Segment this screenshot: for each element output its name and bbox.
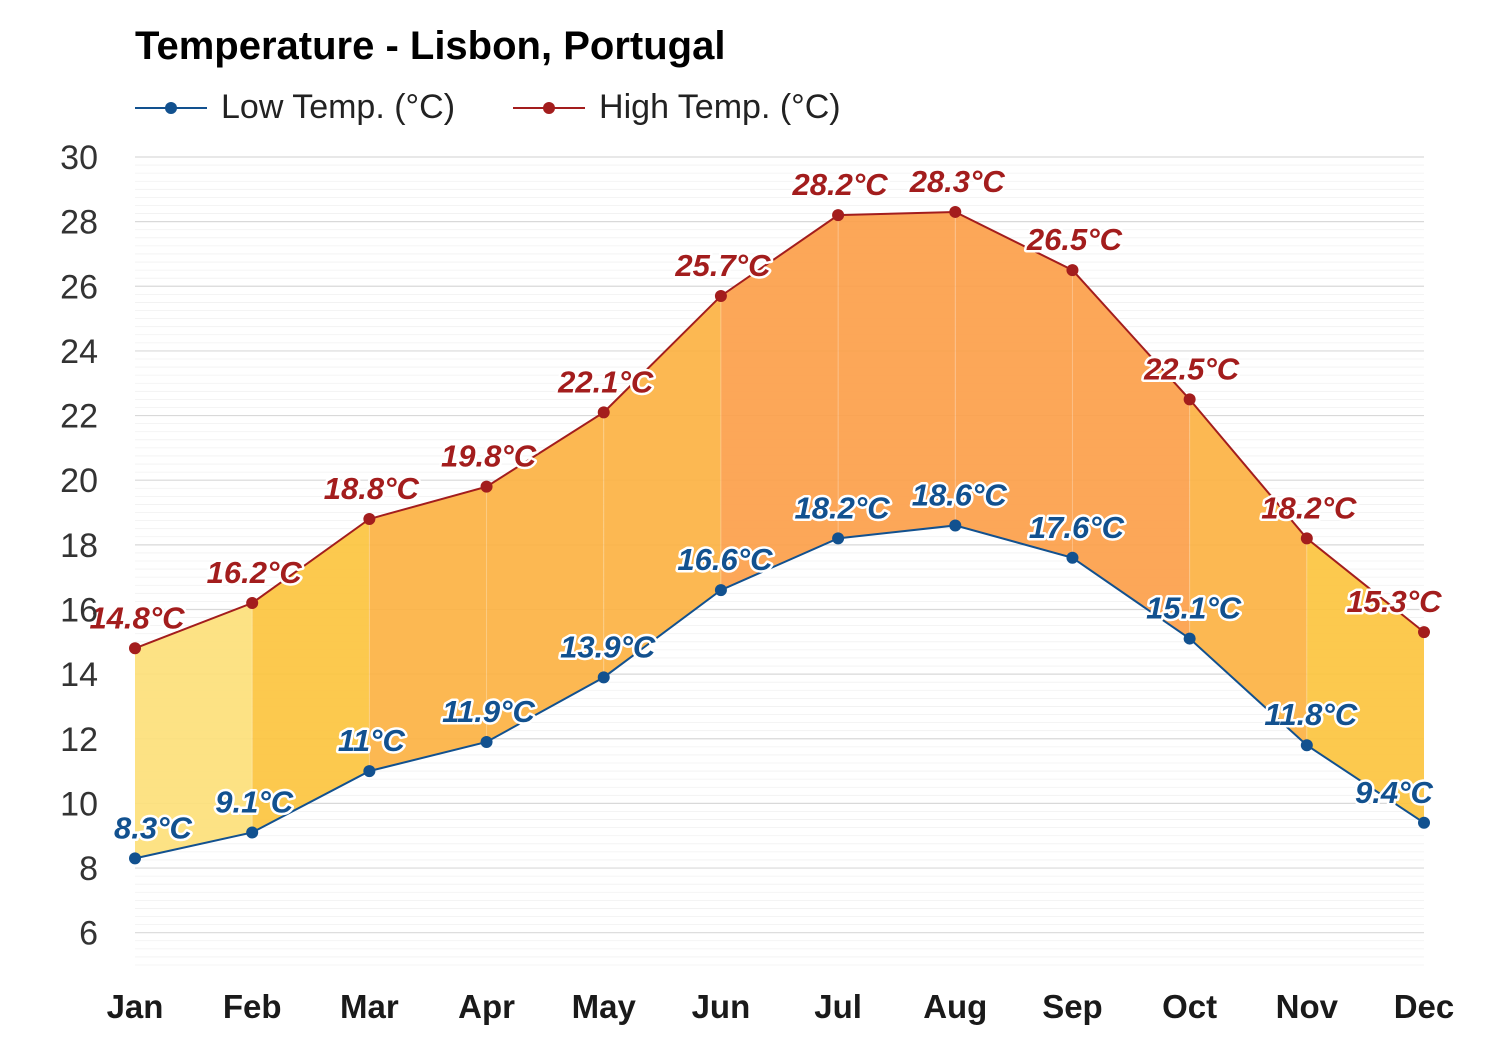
low-temp-data-label: 8.3°C [114, 810, 192, 845]
y-tick-label: 24 [60, 333, 98, 371]
low-temp-data-label: 11.8°C [1264, 697, 1357, 732]
low-temp-data-label: 11°C [338, 723, 406, 758]
legend-label-low: Low Temp. (°C) [221, 88, 456, 126]
y-tick-label: 10 [60, 785, 98, 823]
series-points [129, 205, 1430, 865]
low-temp-point[interactable] [480, 735, 493, 748]
y-tick-label: 12 [60, 721, 98, 759]
y-tick-label: 26 [60, 268, 98, 306]
low-temp-data-label: 9.1°C [215, 784, 293, 819]
high-temp-point[interactable] [1300, 532, 1313, 545]
range-fill-segment [955, 211, 1073, 558]
high-temp-data-label: 18.2°C [1261, 490, 1357, 525]
legend-item-low[interactable]: Low Temp. (°C) [135, 88, 455, 127]
high-temp-point[interactable] [832, 209, 845, 222]
high-temp-line [134, 210, 1425, 650]
low-temp-point[interactable] [1300, 739, 1313, 752]
low-temp-line [134, 524, 1425, 860]
low-temp-point[interactable] [1183, 632, 1196, 645]
range-fill-segment [1189, 399, 1307, 746]
range-fill-segment [720, 215, 839, 591]
low-temp-point[interactable] [597, 671, 610, 684]
high-temp-point[interactable] [597, 406, 610, 419]
y-tick-label: 14 [60, 656, 98, 694]
x-tick-label: Feb [223, 988, 282, 1025]
x-tick-label: May [572, 988, 637, 1025]
high-temp-point[interactable] [480, 480, 493, 493]
chart-title: Temperature - Lisbon, Portugal [135, 24, 726, 68]
low-temp-point[interactable] [832, 532, 845, 545]
high-temp-data-label: 16.2°C [207, 555, 303, 590]
high-temp-data-label: 22.1°C [557, 364, 654, 399]
high-temp-data-label: 28.3°C [909, 164, 1006, 199]
low-temp-data-label: 9.4°C [1355, 775, 1433, 810]
high-temp-point[interactable] [714, 289, 727, 302]
y-tick-label: 28 [60, 204, 98, 242]
y-tick-label: 22 [60, 398, 98, 436]
x-tick-label: Sep [1042, 988, 1103, 1025]
x-tick-label: Oct [1162, 988, 1217, 1025]
low-temp-point[interactable] [363, 765, 376, 778]
low-temp-data-label: 15.1°C [1146, 591, 1242, 626]
low-temp-data-label: 13.9°C [560, 629, 656, 664]
x-tick-label: Apr [458, 988, 515, 1025]
low-temp-point[interactable] [949, 519, 962, 532]
x-tick-label: Mar [340, 988, 399, 1025]
high-temp-data-label: 15.3°C [1346, 584, 1442, 619]
x-tick-label: Dec [1394, 988, 1455, 1025]
y-tick-label: 18 [60, 527, 98, 565]
low-temp-point[interactable] [714, 584, 727, 597]
range-fill-segment [838, 211, 956, 539]
legend-line-high-icon [513, 101, 586, 114]
low-temp-data-label: 16.6°C [677, 542, 773, 577]
y-tick-label: 20 [60, 462, 98, 500]
y-tick-label: 16 [60, 591, 98, 629]
high-temp-point[interactable] [129, 642, 141, 655]
low-temp-point[interactable] [129, 852, 141, 865]
high-temp-data-label: 22.5°C [1143, 351, 1240, 386]
low-temp-point[interactable] [1418, 816, 1430, 829]
high-temp-point[interactable] [246, 597, 259, 610]
y-tick-label: 6 [79, 915, 98, 953]
data-labels: 8.3°C 9.1°C 11°C 11.9°C 13.9°C 16.6°C 18.2°C 18… [87, 161, 1445, 847]
high-temp-point[interactable] [363, 512, 376, 525]
high-temp-point[interactable] [1418, 626, 1430, 639]
low-temp-data-label: 17.6°C [1029, 510, 1125, 545]
x-tick-label: Nov [1276, 988, 1339, 1025]
range-fill-segment [603, 295, 721, 678]
x-tick-label: Aug [923, 988, 987, 1025]
legend: Low Temp. (°C) High Temp. (°C) [135, 88, 899, 127]
x-tick-label: Jan [107, 988, 164, 1025]
high-temp-data-label: 19.8°C [441, 439, 537, 474]
series-lines [134, 210, 1425, 860]
range-fill-segment [252, 518, 370, 833]
high-temp-data-label: 28.2°C [792, 167, 889, 202]
high-temp-data-label: 25.7°C [674, 248, 771, 283]
x-tick-label: Jun [692, 988, 751, 1025]
high-temp-data-label: 26.5°C [1026, 222, 1123, 257]
range-fill [135, 211, 1424, 859]
range-fill-segment [135, 603, 253, 859]
x-tick-label: Jul [814, 988, 862, 1025]
low-temp-data-label: 18.6°C [912, 477, 1008, 512]
range-fill-segment [486, 412, 604, 742]
low-temp-point[interactable] [246, 826, 259, 839]
legend-line-low-icon [135, 101, 207, 114]
y-tick-label: 30 [60, 139, 98, 177]
low-temp-data-label: 18.2°C [795, 490, 891, 525]
legend-label-high: High Temp. (°C) [599, 88, 841, 126]
high-temp-point[interactable] [1183, 393, 1196, 406]
range-fill-segment [369, 486, 487, 772]
high-temp-point[interactable] [1066, 264, 1079, 277]
legend-item-high[interactable]: High Temp. (°C) [513, 88, 841, 127]
y-tick-label: 8 [79, 850, 98, 888]
range-fill-segment [1072, 270, 1190, 639]
high-temp-data-label: 14.8°C [89, 600, 185, 635]
low-temp-data-label: 11.9°C [442, 694, 535, 729]
high-temp-data-label: 18.8°C [324, 471, 420, 506]
low-temp-point[interactable] [1066, 551, 1079, 564]
high-temp-point[interactable] [949, 205, 962, 218]
